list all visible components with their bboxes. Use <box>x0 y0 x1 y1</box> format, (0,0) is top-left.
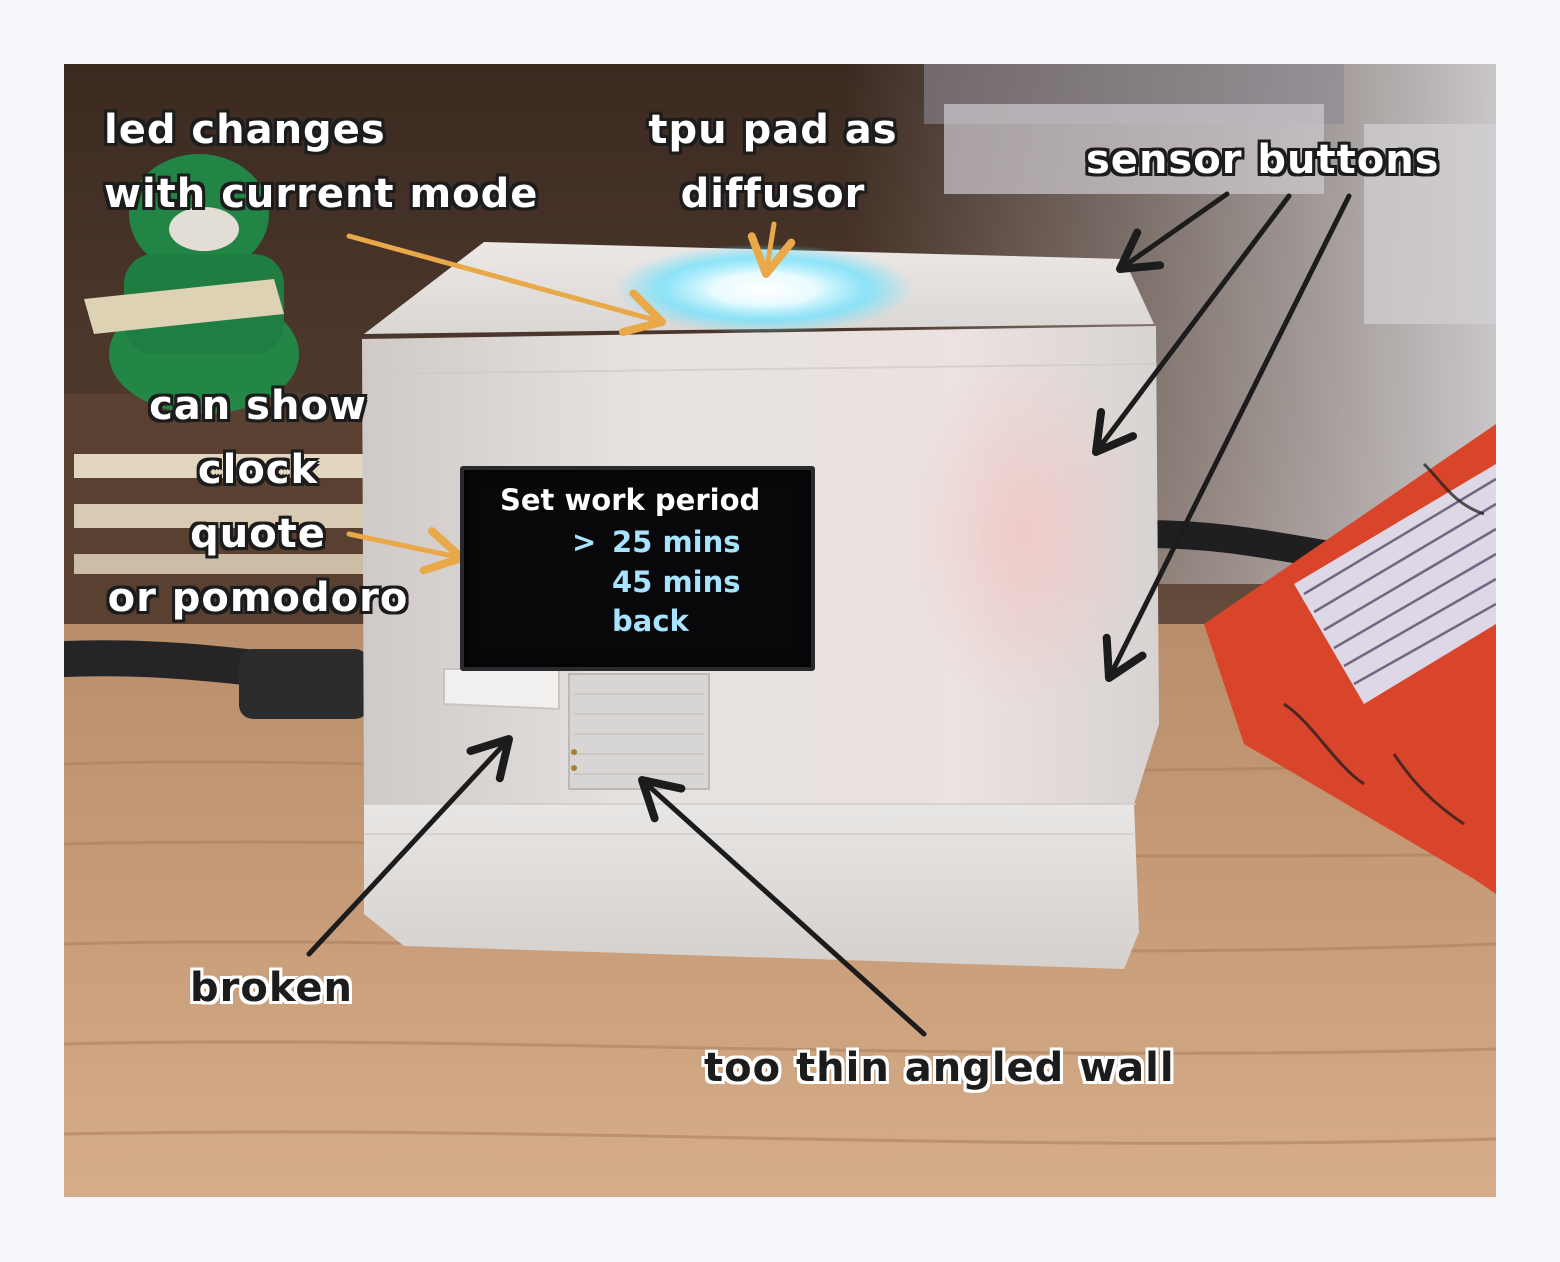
arrow-sensor-2 <box>1092 193 1292 456</box>
annotation-display-line-3: quote <box>190 511 326 557</box>
device-photo <box>64 64 1496 1197</box>
annotation-led-line-2: with current mode <box>104 171 539 217</box>
thin-angled-wall <box>568 673 710 790</box>
annotation-arrows <box>306 191 1352 1037</box>
oled-display: Set work period > 25 mins 45 mins back <box>460 466 815 671</box>
menu-option-25: 25 mins <box>612 525 741 559</box>
annotation-diffusor: tpu pad as diffusor <box>638 98 908 226</box>
annotation-thin-wall: too thin angled wall <box>704 1045 1175 1091</box>
menu-option-45: 45 mins <box>612 565 741 599</box>
annotation-led-line-1: led changes <box>104 107 386 153</box>
status-led <box>614 244 914 334</box>
annotation-led: led changes with current mode <box>104 98 538 226</box>
screen-header: Set work period <box>500 483 761 517</box>
arrow-led <box>346 233 666 337</box>
book-stack <box>74 454 364 478</box>
arrow-diffusor <box>747 221 796 278</box>
background-keyboard <box>944 104 1324 194</box>
annotation-broken: broken <box>190 965 353 1011</box>
menu-option-back: back <box>612 604 689 638</box>
annotation-display-line-4: or pomodoro <box>107 575 409 621</box>
dinosaur-figurine <box>84 154 299 414</box>
photo-frame <box>64 64 1496 1197</box>
arrow-sensor-3 <box>1102 193 1352 682</box>
arrow-sensor-1 <box>1116 191 1230 273</box>
annotation-sensor-buttons: sensor buttons <box>1086 137 1440 183</box>
annotation-diffusor-line-1: tpu pad as <box>648 107 898 153</box>
arrow-wall <box>638 776 927 1037</box>
menu-cursor: > <box>572 525 597 559</box>
arrow-broken <box>306 735 513 957</box>
annotation-display-modes: can show clock quote or pomodoro <box>100 374 416 630</box>
annotation-display-line-2: clock <box>197 447 319 493</box>
arrow-display <box>346 527 466 575</box>
red-notebook <box>1204 424 1496 894</box>
annotation-diffusor-line-2: diffusor <box>680 171 866 217</box>
annotation-display-line-1: can show <box>149 383 367 429</box>
